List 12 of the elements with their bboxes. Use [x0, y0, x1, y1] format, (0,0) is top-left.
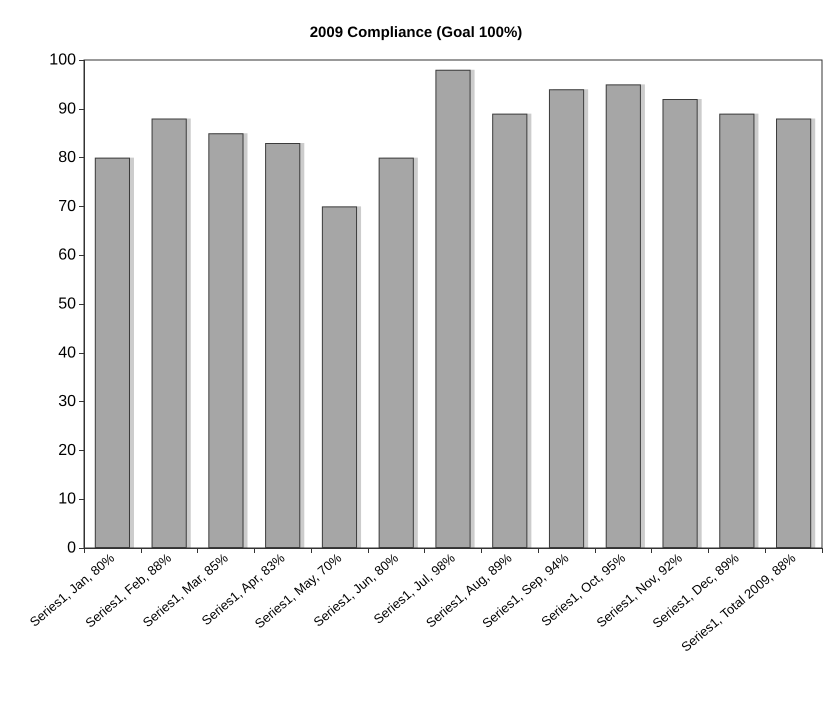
y-tick-label: 40 — [58, 344, 76, 362]
y-tick-label: 80 — [58, 149, 76, 166]
y-tick-label: 70 — [58, 198, 76, 215]
y-tick-label: 20 — [58, 442, 76, 459]
chart-title: 2009 Compliance (Goal 100%) — [310, 24, 522, 41]
y-tick-label: 0 — [67, 540, 76, 556]
y-tick-label: 100 — [49, 52, 76, 68]
y-tick-label: 30 — [58, 393, 76, 410]
y-tick-label: 90 — [58, 100, 76, 118]
y-tick-label: 50 — [58, 296, 76, 312]
y-tick-label: 60 — [58, 246, 76, 264]
y-tick-label: 10 — [58, 490, 76, 508]
